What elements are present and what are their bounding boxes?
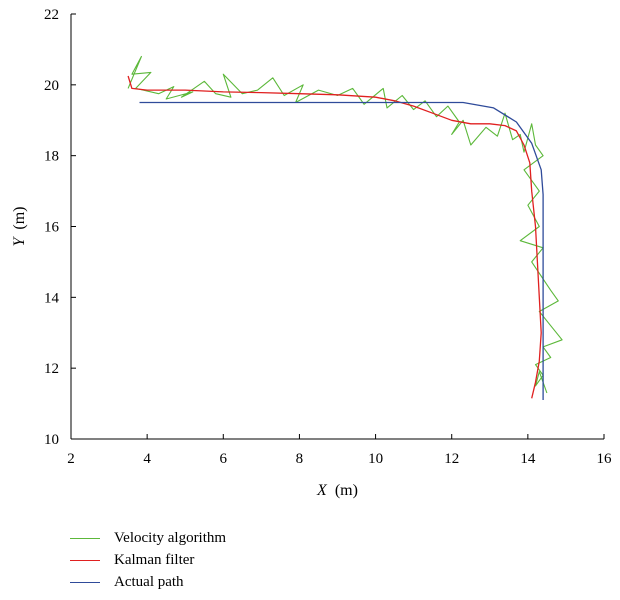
y-axis-label: Y (m) bbox=[11, 206, 28, 246]
series-line-kalman-filter bbox=[127, 75, 542, 399]
chart: 2 4 6 8 10 12 14 16 10 12 14 16 18 20 22 X (m) Y (m) bbox=[11, 7, 612, 499]
y-tick-label: 10 bbox=[44, 432, 59, 448]
legend-label-velocity: Velocity algorithm bbox=[114, 529, 227, 546]
y-tick-label: 16 bbox=[44, 220, 60, 236]
series-line-actual-path bbox=[139, 101, 544, 400]
legend-swatch-actual bbox=[70, 581, 100, 583]
x-tick-label: 4 bbox=[143, 451, 151, 467]
x-tick-label: 14 bbox=[520, 451, 536, 467]
legend-label-kalman: Kalman filter bbox=[114, 551, 195, 568]
y-axis-label-var: Y bbox=[11, 236, 28, 247]
legend: Velocity algorithm Kalman filter Actual … bbox=[70, 527, 226, 593]
axes: 2 4 6 8 10 12 14 16 10 12 14 16 18 20 22 bbox=[44, 7, 612, 467]
x-axis-label-unit: (m) bbox=[335, 482, 358, 499]
x-tick-label: 6 bbox=[220, 451, 228, 467]
x-tick-label: 10 bbox=[368, 451, 383, 467]
x-axis-label: X (m) bbox=[316, 482, 358, 499]
y-tick-label: 22 bbox=[44, 7, 59, 23]
series-line-velocity-algorithm bbox=[127, 55, 563, 394]
legend-swatch-velocity bbox=[70, 537, 100, 539]
y-tick-label: 20 bbox=[44, 78, 59, 94]
x-tick-label: 2 bbox=[67, 451, 75, 467]
y-tick-label: 14 bbox=[44, 290, 60, 306]
legend-item-velocity: Velocity algorithm bbox=[70, 527, 226, 549]
y-tick-label: 18 bbox=[44, 149, 59, 165]
y-ticks: 10 12 14 16 18 20 22 bbox=[44, 7, 76, 448]
legend-item-actual: Actual path bbox=[70, 571, 226, 593]
x-tick-label: 16 bbox=[597, 451, 613, 467]
x-ticks: 2 4 6 8 10 12 14 16 bbox=[67, 434, 612, 467]
series-layer bbox=[127, 55, 563, 400]
y-tick-label: 12 bbox=[44, 361, 59, 377]
legend-label-actual: Actual path bbox=[114, 573, 184, 590]
x-axis-label-var: X bbox=[316, 482, 328, 499]
legend-swatch-kalman bbox=[70, 559, 100, 561]
legend-item-kalman: Kalman filter bbox=[70, 549, 226, 571]
x-tick-label: 8 bbox=[296, 451, 304, 467]
x-tick-label: 12 bbox=[444, 451, 459, 467]
y-axis-label-unit: (m) bbox=[11, 206, 28, 229]
